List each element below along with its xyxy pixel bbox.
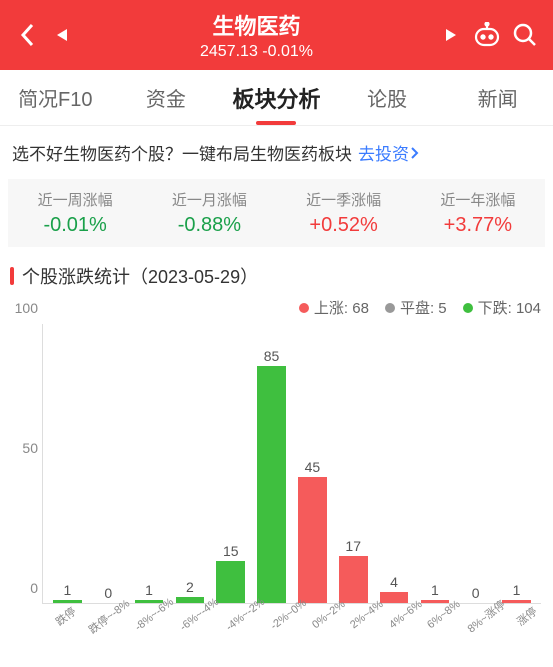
robot-icon <box>472 22 502 48</box>
bar-value-label: 4 <box>390 574 398 590</box>
bar-column: 15 <box>210 324 251 603</box>
stat-value: -0.01% <box>8 214 142 237</box>
section-title: 个股涨跌统计（2023-05-29） <box>0 247 553 297</box>
legend-label: 上涨: 68 <box>314 297 369 318</box>
bar-column: 17 <box>333 324 374 603</box>
bar-value-label: 85 <box>264 348 280 364</box>
bar-rect <box>380 592 409 603</box>
y-tick: 0 <box>30 580 38 596</box>
bar-column: 4 <box>374 324 415 603</box>
bar-value-label: 2 <box>186 579 194 595</box>
next-stock-button[interactable] <box>435 27 467 43</box>
legend-item: 上涨: 68 <box>299 297 369 318</box>
bar-rect <box>216 561 245 603</box>
section-title-bar <box>10 267 14 285</box>
stat-item: 近一周涨幅 -0.01% <box>8 189 142 237</box>
bar-value-label: 1 <box>145 582 153 598</box>
stat-value: -0.88% <box>142 214 276 237</box>
bar-column: 1 <box>47 324 88 603</box>
bar-value-label: 0 <box>472 585 480 601</box>
bar-chart: 0 50 1 0 0 1 0 1 2 15 85 45 17 4 1 0 1 <box>12 324 541 604</box>
triangle-right-icon <box>444 27 458 43</box>
stock-title: 生物医药 <box>78 9 435 41</box>
stock-subtitle: 2457.13 -0.01% <box>78 43 435 61</box>
stat-value: +0.52% <box>277 214 411 237</box>
bar-column: 0 <box>455 324 496 603</box>
chart-legend: 上涨: 68 平盘: 5 下跌: 104 <box>12 297 541 318</box>
bar-value-label: 0 <box>104 585 112 601</box>
bar-column: 0 <box>88 324 129 603</box>
stat-label: 近一周涨幅 <box>8 189 142 210</box>
bar-rect <box>176 597 205 603</box>
bar-rect <box>339 556 368 603</box>
bar-value-label: 1 <box>513 582 521 598</box>
stat-label: 近一季涨幅 <box>277 189 411 210</box>
tab-资金[interactable]: 资金 <box>111 70 222 125</box>
search-icon <box>512 22 538 48</box>
bar-value-label: 1 <box>431 582 439 598</box>
stat-label: 近一年涨幅 <box>411 189 545 210</box>
tab-板块分析[interactable]: 板块分析 <box>221 70 332 125</box>
promo-text: 选不好生物医药个股？一键布局生物医药板块 <box>12 140 352 165</box>
bar-column: 45 <box>292 324 333 603</box>
legend-dot <box>299 303 309 313</box>
bar-column: 85 <box>251 324 292 603</box>
tab-论股[interactable]: 论股 <box>332 70 443 125</box>
bar-value-label: 15 <box>223 543 239 559</box>
assistant-button[interactable] <box>467 22 507 48</box>
legend-dot <box>385 303 395 313</box>
promo-banner: 选不好生物医药个股？一键布局生物医药板块 去投资 <box>0 126 553 179</box>
stat-value: +3.77% <box>411 214 545 237</box>
tab-新闻[interactable]: 新闻 <box>442 70 553 125</box>
bar-rect <box>257 366 286 603</box>
x-axis: 跌停跌停~-8%-8%~-6%-6%~-4%-4%~-2%-2%~0%0%~2%… <box>12 610 541 626</box>
legend-dot <box>463 303 473 313</box>
y-tick: 50 <box>22 440 38 456</box>
bar-column: 1 <box>129 324 170 603</box>
bar-rect <box>502 600 531 603</box>
back-button[interactable] <box>10 21 46 49</box>
chart-container: 上涨: 68平盘: 5下跌: 104 050100 10121585451741… <box>0 297 553 634</box>
bar-column: 1 <box>414 324 455 603</box>
stat-item: 近一年涨幅 +3.77% <box>411 189 545 237</box>
prev-stock-button[interactable] <box>46 27 78 43</box>
stat-label: 近一月涨幅 <box>142 189 276 210</box>
chevron-right-icon <box>409 146 419 160</box>
plot-area: 1 0 1 2 15 85 45 17 4 1 0 1 <box>42 324 541 604</box>
header-center: 生物医药 2457.13 -0.01% <box>78 9 435 61</box>
bar-rect <box>298 477 327 603</box>
triangle-left-icon <box>55 27 69 43</box>
search-button[interactable] <box>507 22 543 48</box>
bar-column: 1 <box>496 324 537 603</box>
y-axis: 050100 <box>12 324 42 604</box>
app-header: 生物医药 2457.13 -0.01% <box>0 0 553 70</box>
period-stats: 近一周涨幅 -0.01%近一月涨幅 -0.88%近一季涨幅 +0.52%近一年涨幅 +3… <box>8 179 545 247</box>
y-tick: 100 <box>15 300 38 316</box>
promo-link[interactable]: 去投资 <box>358 140 419 165</box>
stock-price: 2457.13 <box>200 43 258 60</box>
legend-item: 平盘: 5 <box>385 297 447 318</box>
legend-label: 平盘: 5 <box>400 297 447 318</box>
bars: 1 0 1 2 15 85 45 17 4 1 0 1 <box>43 324 541 603</box>
chevron-left-icon <box>19 21 37 49</box>
bar-value-label: 45 <box>305 459 321 475</box>
promo-link-label: 去投资 <box>358 140 409 165</box>
legend-label: 下跌: 104 <box>478 297 541 318</box>
legend-item: 下跌: 104 <box>463 297 541 318</box>
tab-bar: 简况F10资金板块分析论股新闻 <box>0 70 553 126</box>
tab-简况F10[interactable]: 简况F10 <box>0 70 111 125</box>
bar-column: 2 <box>169 324 210 603</box>
stat-item: 近一季涨幅 +0.52% <box>277 189 411 237</box>
stat-item: 近一月涨幅 -0.88% <box>142 189 276 237</box>
bar-value-label: 17 <box>345 538 361 554</box>
stock-change: -0.01% <box>262 43 313 60</box>
bar-value-label: 1 <box>64 582 72 598</box>
bar-rect <box>421 600 450 603</box>
section-title-text: 个股涨跌统计（2023-05-29） <box>22 263 258 289</box>
